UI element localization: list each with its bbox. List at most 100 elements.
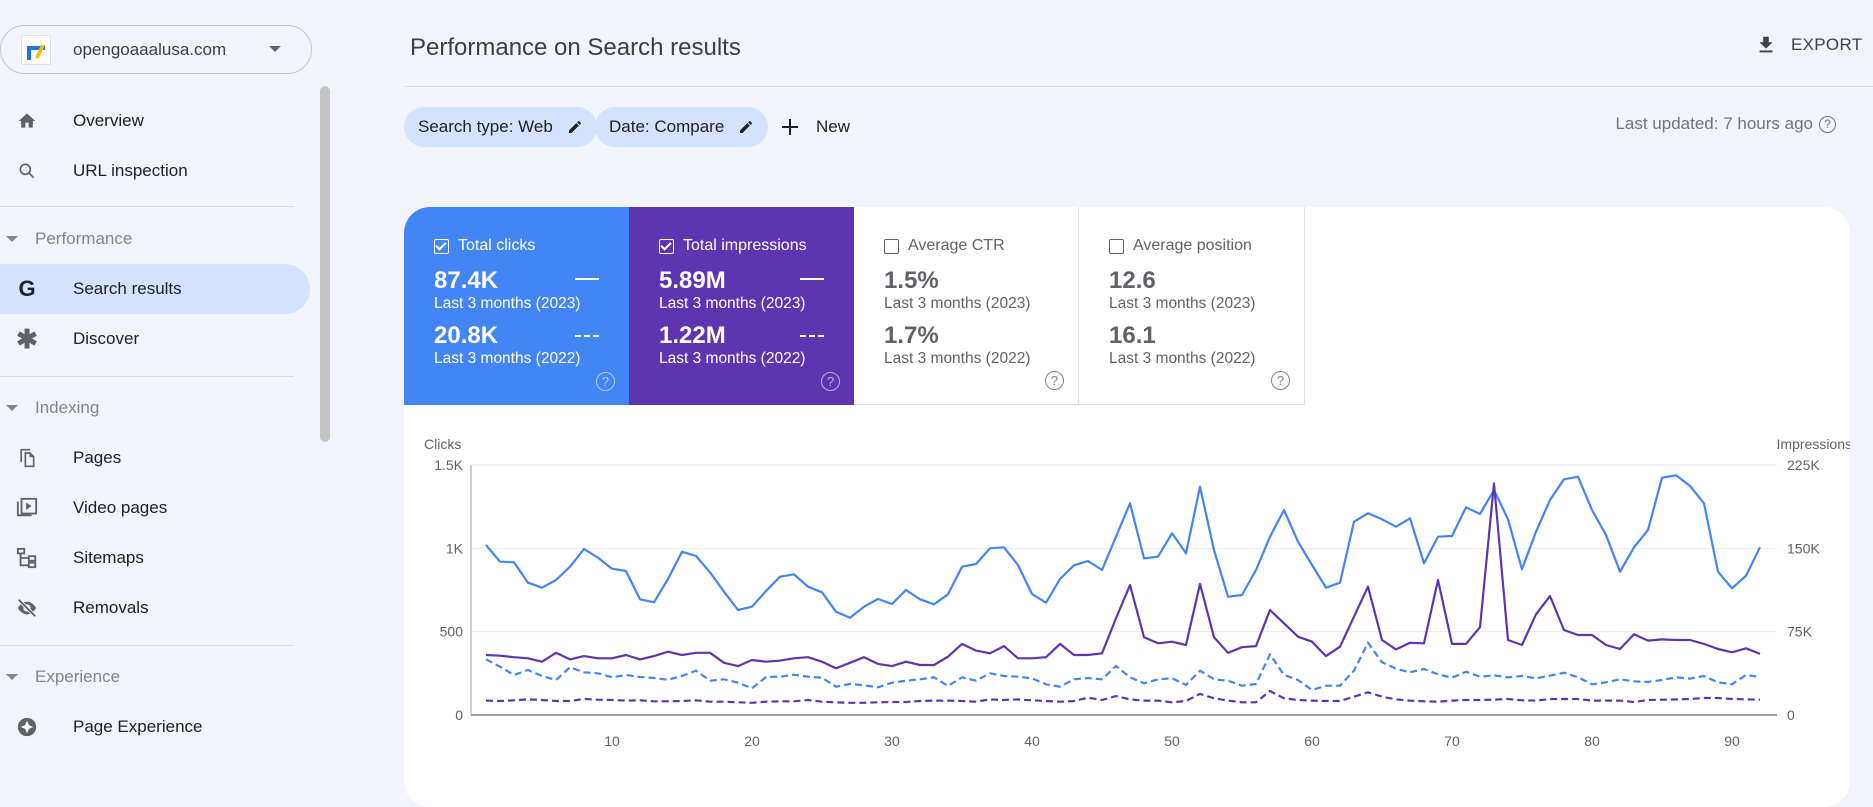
metric-value-current: 87.4K (434, 267, 499, 294)
plus-icon (782, 119, 798, 135)
sitemap-icon (14, 547, 40, 569)
sidebar-item-label: Discover (73, 329, 140, 348)
sidebar-section-performance[interactable]: Performance (0, 224, 132, 254)
sidebar-divider (0, 206, 294, 207)
metric-checkbox[interactable] (659, 238, 674, 254)
section-label: Performance (35, 229, 133, 248)
section-label: Indexing (35, 398, 100, 417)
chevron-down-icon (269, 46, 281, 52)
metric-value-current: 12.6 (1109, 267, 1156, 294)
x-tick-label: 20 (744, 733, 760, 749)
export-button[interactable]: EXPORT (1755, 34, 1862, 56)
metric-value-previous: 20.8K (434, 322, 499, 349)
dashed-line-legend-icon (800, 335, 824, 337)
last-updated-text: Last updated: 7 hours ago (1615, 114, 1813, 133)
metric-value-previous: 1.22M (659, 322, 726, 349)
metric-tile-total-impressions[interactable]: Total impressions 5.89M Last 3 months (2… (629, 207, 854, 405)
help-icon[interactable]: ? (1819, 115, 1836, 133)
series-line-impressions-dashed (485, 689, 1761, 704)
pencil-icon (568, 120, 581, 133)
x-tick-label: 80 (1584, 733, 1600, 749)
sidebar-divider (0, 645, 294, 646)
metric-period-current: Last 3 months (2023) (1109, 295, 1256, 312)
home-icon (14, 111, 40, 131)
eye-off-icon (14, 597, 40, 619)
property-name: opengoaaalusa.com (73, 39, 227, 59)
metric-period-previous: Last 3 months (2022) (434, 350, 581, 367)
dashed-line-legend-icon (575, 335, 599, 337)
sidebar-item-label: Search results (73, 279, 182, 298)
y-tick-label: 1K (446, 540, 464, 556)
header-divider (404, 86, 1873, 87)
metric-checkbox[interactable] (434, 238, 449, 254)
solid-line-legend-icon (800, 278, 824, 280)
property-selector[interactable]: opengoaaalusa.com (0, 25, 312, 74)
metric-tile-average-ctr[interactable]: Average CTR 1.5% Last 3 months (2023) 1.… (854, 207, 1079, 405)
download-icon (1759, 36, 1773, 53)
y-tick-label: 500 (440, 624, 464, 640)
metric-checkbox[interactable] (1109, 238, 1124, 254)
solid-line-legend-icon (575, 278, 599, 280)
caret-down-icon (6, 405, 18, 411)
series-line-impressions-solid (485, 482, 1761, 670)
metric-value-previous: 1.7% (884, 322, 939, 349)
sidebar-section-indexing[interactable]: Indexing (0, 393, 99, 423)
sidebar-item-search-results[interactable]: G Search results (0, 264, 310, 314)
sidebar-item-pages[interactable]: Pages (0, 433, 310, 483)
search-type-filter-chip[interactable]: Search type: Web (404, 107, 597, 147)
chip-label: Date: Compare (609, 117, 725, 136)
video-pages-icon (14, 497, 40, 519)
sidebar-item-label: Video pages (73, 498, 168, 517)
sidebar-item-label: Overview (73, 111, 144, 130)
sidebar-item-page-experience[interactable]: Page Experience (0, 702, 310, 752)
x-tick-label: 60 (1304, 733, 1320, 749)
help-icon[interactable]: ? (1045, 371, 1064, 390)
metric-label: Average position (1133, 237, 1252, 254)
series-line-clicks-solid (485, 474, 1761, 619)
chip-label: Search type: Web (418, 117, 553, 136)
sidebar-item-url-inspection[interactable]: URL inspection (0, 146, 310, 196)
sidebar-item-sitemaps[interactable]: Sitemaps (0, 533, 310, 583)
asterisk-icon: ✱ (16, 324, 38, 354)
metric-period-current: Last 3 months (2023) (434, 295, 581, 312)
metric-label: Average CTR (908, 237, 1005, 254)
sidebar-item-label: Sitemaps (73, 548, 144, 567)
x-tick-label: 50 (1164, 733, 1180, 749)
pencil-icon (740, 120, 753, 133)
page-title: Performance on Search results (410, 34, 741, 61)
metric-label: Total clicks (458, 237, 536, 254)
help-icon[interactable]: ? (821, 372, 840, 391)
sidebar-item-discover[interactable]: ✱ Discover (0, 314, 310, 364)
export-label: EXPORT (1791, 35, 1863, 54)
metric-period-previous: Last 3 months (2022) (884, 350, 1031, 367)
metric-label: Total impressions (683, 237, 807, 254)
metric-checkbox[interactable] (884, 238, 899, 254)
page-experience-icon (14, 716, 40, 738)
metric-tile-average-position[interactable]: Average position 12.6 Last 3 months (202… (1079, 207, 1305, 405)
help-icon[interactable]: ? (596, 372, 615, 391)
y-tick-label: 1.5K (434, 457, 463, 473)
sidebar-item-overview[interactable]: Overview (0, 96, 310, 146)
sidebar-item-video-pages[interactable]: Video pages (0, 483, 310, 533)
metric-period-previous: Last 3 months (2022) (659, 350, 806, 367)
pages-icon (14, 447, 40, 469)
caret-down-icon (6, 236, 18, 242)
performance-card: Total clicks 87.4K Last 3 months (2023) … (404, 207, 1850, 807)
y2-tick-label: 225K (1787, 457, 1820, 473)
metric-period-previous: Last 3 months (2022) (1109, 350, 1256, 367)
help-icon[interactable]: ? (1271, 371, 1290, 390)
x-tick-label: 30 (884, 733, 900, 749)
sidebar-scrollbar[interactable] (320, 86, 330, 442)
y2-tick-label: 0 (1787, 707, 1795, 723)
section-label: Experience (35, 667, 121, 686)
performance-chart[interactable]: 0 0 500 75K 1K 150K 1.5K 225K 10 20 30 40 50 60 70 80 90 (404, 207, 1850, 807)
sidebar-item-removals[interactable]: Removals (0, 583, 310, 633)
metric-tile-total-clicks[interactable]: Total clicks 87.4K Last 3 months (2023) … (404, 207, 629, 405)
y2-tick-label: 150K (1787, 540, 1820, 556)
metric-value-current: 5.89M (659, 267, 726, 294)
date-filter-chip[interactable]: Date: Compare (595, 107, 769, 147)
sidebar-divider (0, 376, 294, 377)
new-filter-button[interactable]: New (778, 107, 850, 147)
last-updated: Last updated: 7 hours ago ? (1615, 114, 1836, 134)
sidebar-section-experience[interactable]: Experience (0, 662, 120, 692)
